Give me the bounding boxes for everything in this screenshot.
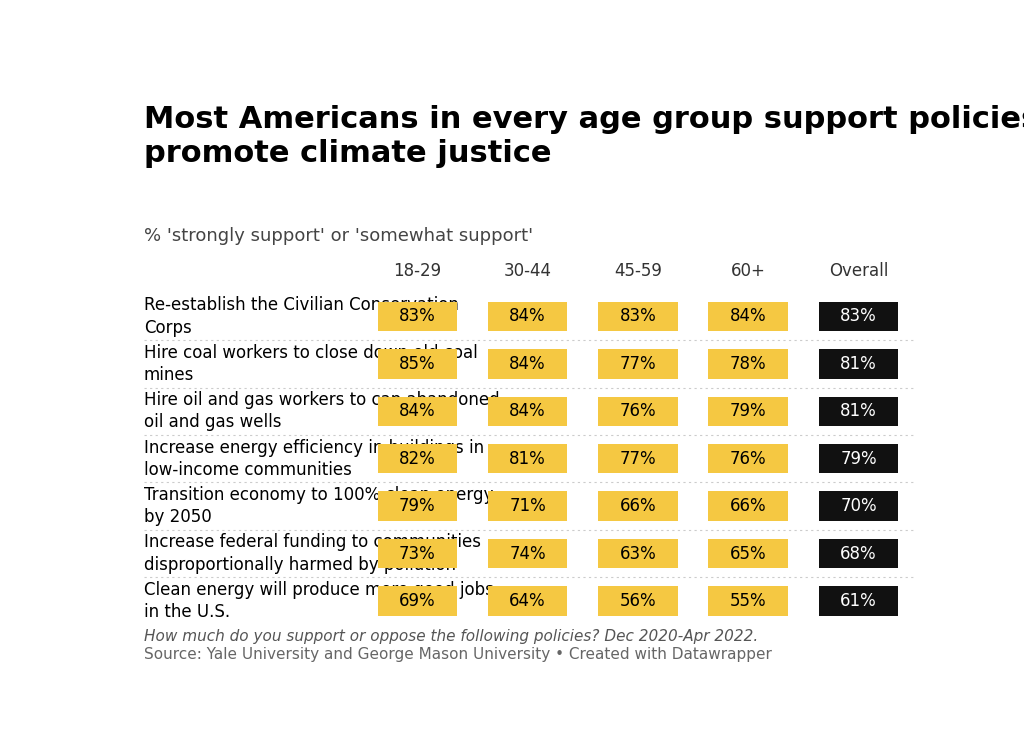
FancyBboxPatch shape	[709, 587, 787, 615]
Text: 56%: 56%	[620, 592, 656, 610]
Text: 30-44: 30-44	[504, 262, 552, 279]
Text: 84%: 84%	[399, 402, 435, 420]
Text: 77%: 77%	[620, 355, 656, 373]
Text: 66%: 66%	[730, 497, 767, 515]
Text: 18-29: 18-29	[393, 262, 441, 279]
FancyBboxPatch shape	[819, 397, 898, 426]
FancyBboxPatch shape	[487, 397, 567, 426]
FancyBboxPatch shape	[598, 587, 678, 615]
FancyBboxPatch shape	[487, 587, 567, 615]
Text: Clean energy will produce more good jobs
in the U.S.: Clean energy will produce more good jobs…	[143, 581, 494, 621]
Text: 71%: 71%	[509, 497, 546, 515]
Text: 83%: 83%	[840, 307, 877, 326]
Text: 77%: 77%	[620, 450, 656, 468]
Text: 74%: 74%	[509, 545, 546, 562]
FancyBboxPatch shape	[598, 301, 678, 331]
FancyBboxPatch shape	[709, 539, 787, 568]
Text: Transition economy to 100% clean energy
by 2050: Transition economy to 100% clean energy …	[143, 486, 494, 526]
FancyBboxPatch shape	[709, 492, 787, 521]
Text: 85%: 85%	[399, 355, 435, 373]
Text: 84%: 84%	[509, 307, 546, 326]
Text: Overall: Overall	[828, 262, 888, 279]
FancyBboxPatch shape	[598, 492, 678, 521]
FancyBboxPatch shape	[709, 349, 787, 379]
Text: Source: Yale University and George Mason University • Created with Datawrapper: Source: Yale University and George Mason…	[143, 647, 772, 662]
Text: 84%: 84%	[730, 307, 767, 326]
FancyBboxPatch shape	[598, 397, 678, 426]
Text: 66%: 66%	[620, 497, 656, 515]
Text: 79%: 79%	[730, 402, 767, 420]
FancyBboxPatch shape	[487, 444, 567, 473]
Text: % 'strongly support' or 'somewhat support': % 'strongly support' or 'somewhat suppor…	[143, 228, 534, 245]
Text: 83%: 83%	[620, 307, 656, 326]
Text: 63%: 63%	[620, 545, 656, 562]
Text: 79%: 79%	[399, 497, 435, 515]
Text: 81%: 81%	[840, 402, 877, 420]
FancyBboxPatch shape	[709, 444, 787, 473]
FancyBboxPatch shape	[819, 587, 898, 615]
FancyBboxPatch shape	[487, 301, 567, 331]
Text: 78%: 78%	[730, 355, 767, 373]
FancyBboxPatch shape	[378, 301, 457, 331]
Text: 61%: 61%	[840, 592, 877, 610]
Text: 55%: 55%	[730, 592, 767, 610]
FancyBboxPatch shape	[378, 397, 457, 426]
FancyBboxPatch shape	[819, 301, 898, 331]
Text: 81%: 81%	[840, 355, 877, 373]
FancyBboxPatch shape	[819, 492, 898, 521]
FancyBboxPatch shape	[378, 444, 457, 473]
Text: 76%: 76%	[620, 402, 656, 420]
Text: 83%: 83%	[399, 307, 435, 326]
Text: 64%: 64%	[509, 592, 546, 610]
FancyBboxPatch shape	[819, 539, 898, 568]
Text: 76%: 76%	[730, 450, 767, 468]
FancyBboxPatch shape	[378, 539, 457, 568]
Text: Increase federal funding to communities
disproportionally harmed by pollution: Increase federal funding to communities …	[143, 534, 481, 573]
Text: 82%: 82%	[399, 450, 435, 468]
Text: 60+: 60+	[731, 262, 766, 279]
Text: Increase energy efficiency in buildings in
low-income communities: Increase energy efficiency in buildings …	[143, 439, 484, 479]
Text: How much do you support or oppose the following policies? Dec 2020-Apr 2022.: How much do you support or oppose the fo…	[143, 629, 758, 643]
FancyBboxPatch shape	[598, 539, 678, 568]
Text: 73%: 73%	[399, 545, 435, 562]
FancyBboxPatch shape	[487, 492, 567, 521]
Text: 84%: 84%	[509, 355, 546, 373]
Text: Most Americans in every age group support policies that
promote climate justice: Most Americans in every age group suppor…	[143, 105, 1024, 168]
FancyBboxPatch shape	[378, 492, 457, 521]
FancyBboxPatch shape	[378, 349, 457, 379]
FancyBboxPatch shape	[709, 397, 787, 426]
Text: Hire coal workers to close down old coal
mines: Hire coal workers to close down old coal…	[143, 343, 477, 384]
Text: 69%: 69%	[399, 592, 435, 610]
Text: 45-59: 45-59	[614, 262, 662, 279]
FancyBboxPatch shape	[819, 444, 898, 473]
FancyBboxPatch shape	[487, 349, 567, 379]
FancyBboxPatch shape	[819, 349, 898, 379]
Text: 81%: 81%	[509, 450, 546, 468]
Text: 84%: 84%	[509, 402, 546, 420]
FancyBboxPatch shape	[487, 539, 567, 568]
FancyBboxPatch shape	[598, 444, 678, 473]
FancyBboxPatch shape	[709, 301, 787, 331]
FancyBboxPatch shape	[598, 349, 678, 379]
Text: 68%: 68%	[841, 545, 877, 562]
Text: 79%: 79%	[841, 450, 877, 468]
Text: 70%: 70%	[841, 497, 877, 515]
Text: 65%: 65%	[730, 545, 767, 562]
FancyBboxPatch shape	[378, 587, 457, 615]
Text: Hire oil and gas workers to cap abandoned
oil and gas wells: Hire oil and gas workers to cap abandone…	[143, 391, 500, 431]
Text: Re-establish the Civilian Conservation
Corps: Re-establish the Civilian Conservation C…	[143, 296, 459, 337]
